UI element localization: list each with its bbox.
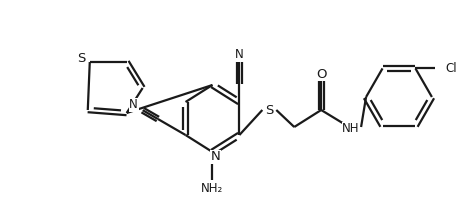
Text: N: N (235, 48, 243, 61)
Text: O: O (315, 67, 326, 80)
Text: S: S (78, 51, 86, 65)
Text: N: N (129, 98, 138, 111)
Text: Cl: Cl (444, 62, 456, 75)
Text: S: S (264, 103, 273, 116)
Text: N: N (210, 151, 220, 164)
Text: NH₂: NH₂ (201, 181, 223, 194)
Text: NH: NH (341, 122, 359, 135)
